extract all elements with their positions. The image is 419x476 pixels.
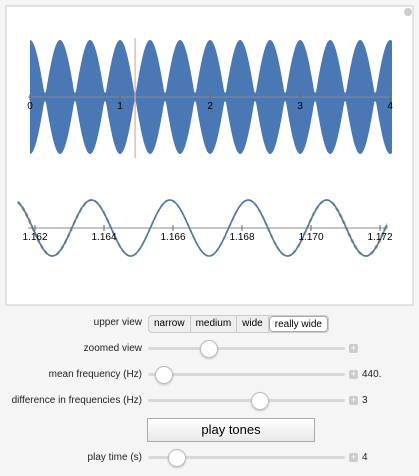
mean-frequency-slider[interactable]: [148, 373, 345, 376]
view-option[interactable]: wide: [237, 316, 269, 332]
slider-knob[interactable]: [155, 366, 173, 384]
play-time-label: play time (s): [87, 452, 142, 463]
x-tick-label: 1: [117, 101, 123, 112]
play-time-slider[interactable]: [148, 456, 345, 459]
expand-button[interactable]: +: [349, 452, 358, 462]
slider-knob[interactable]: [251, 392, 269, 410]
plot-area: 0 1 2 3 4 1.162 1.164 1.166 1.168 1.170 1.172: [5, 5, 414, 306]
sum-tone: [17, 199, 388, 257]
slider-knob[interactable]: [200, 340, 218, 358]
x-tick-label: 2: [207, 101, 213, 112]
x-tick-label: 1.168: [229, 232, 254, 243]
difference-value: 3: [362, 395, 368, 406]
play-button[interactable]: play tones: [147, 418, 315, 442]
x-tick-label: 1.172: [367, 232, 392, 243]
mean-frequency-value: 440.: [362, 369, 382, 380]
mean-frequency-label: mean frequency (Hz): [48, 369, 142, 380]
upper-view-selector[interactable]: narrow medium wide really wide: [148, 315, 329, 333]
x-tick-label: 0: [27, 101, 33, 112]
expand-button[interactable]: +: [349, 395, 358, 405]
difference-label: difference in frequencies (Hz): [11, 395, 142, 406]
view-option[interactable]: really wide: [268, 316, 328, 332]
view-option[interactable]: narrow: [149, 316, 191, 332]
expand-button[interactable]: +: [349, 343, 358, 353]
x-tick-label: 1.162: [22, 232, 47, 243]
zoomed-view-label: zoomed view: [83, 343, 142, 354]
view-option[interactable]: medium: [191, 316, 238, 332]
x-tick-label: 4: [387, 101, 393, 112]
x-tick-label: 3: [297, 101, 303, 112]
upper-view-label: upper view: [93, 317, 142, 328]
x-tick-label: 1.170: [298, 232, 323, 243]
close-icon[interactable]: [404, 8, 412, 16]
x-tick-label: 1.166: [160, 232, 185, 243]
slider-knob[interactable]: [168, 449, 186, 467]
difference-slider[interactable]: [148, 399, 345, 402]
x-tick-label: 1.164: [91, 232, 116, 243]
play-time-value: 4: [362, 452, 368, 463]
expand-button[interactable]: +: [349, 369, 358, 379]
zoomed-view-slider[interactable]: [148, 347, 345, 350]
